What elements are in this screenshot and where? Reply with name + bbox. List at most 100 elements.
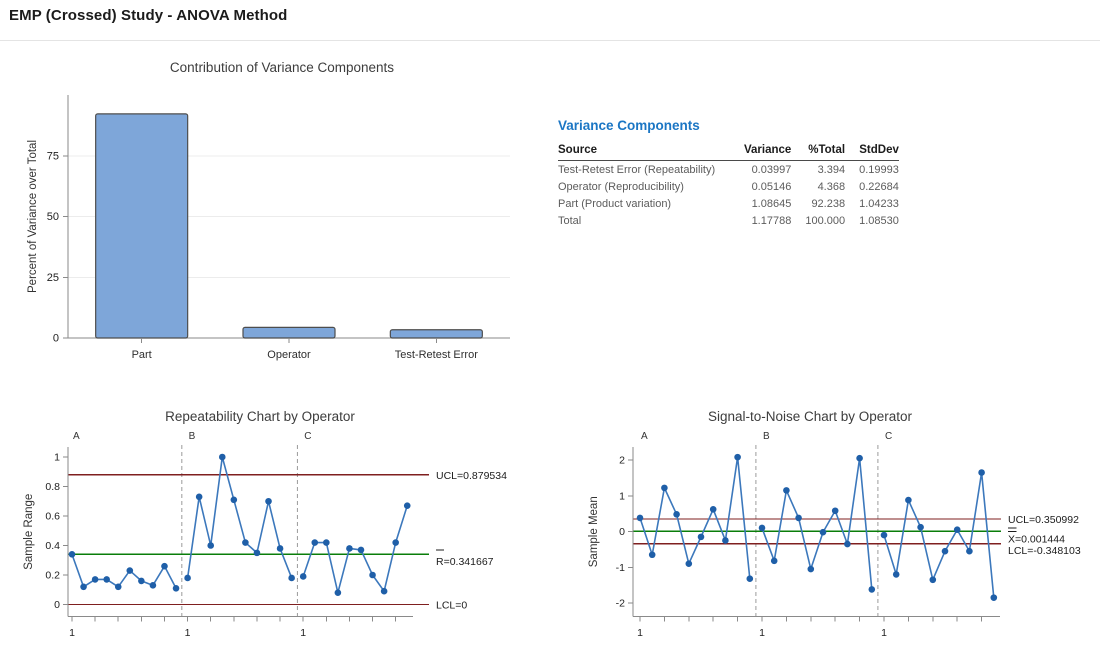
group-label: B — [763, 431, 770, 442]
ucl-label: UCL=0.350992 — [1008, 514, 1079, 526]
series-line-B — [186, 456, 293, 579]
data-point — [953, 526, 961, 534]
table-cell: 100.000 — [805, 215, 846, 227]
data-point — [892, 571, 900, 578]
data-point — [758, 524, 766, 532]
y-axis-title: Sample Range — [23, 494, 35, 570]
page-title: EMP (Crossed) Study - ANOVA Method — [9, 7, 288, 24]
table-header: Source Variance %Total StdDev — [558, 143, 899, 161]
y-tick-label: 0.6 — [45, 511, 60, 523]
data-point — [685, 560, 693, 567]
data-point — [207, 542, 215, 549]
data-point — [346, 545, 353, 552]
category-label: Part — [132, 349, 152, 361]
table-cell: 4.368 — [817, 181, 846, 193]
table-cell: Part (Product variation) — [558, 198, 672, 210]
table-cell: 92.238 — [811, 198, 846, 210]
repeatability-chart: Repeatability Chart by Operator A B C UCL=0.… — [23, 409, 507, 639]
data-point — [138, 577, 145, 585]
data-point — [323, 539, 330, 546]
table-cell: 0.05146 — [751, 181, 792, 193]
data-point — [795, 514, 802, 522]
data-point — [722, 537, 729, 544]
y-tick-label: 0 — [619, 526, 625, 538]
series-line-A — [639, 456, 751, 579]
bar-test-retest-error — [389, 329, 483, 339]
data-point — [734, 453, 741, 461]
table-cell: 1.17788 — [751, 215, 792, 227]
chart-title: Repeatability Chart by Operator — [165, 409, 355, 424]
data-point — [831, 507, 839, 515]
data-point — [673, 511, 680, 518]
x-tick-label: 1 — [637, 627, 643, 639]
data-point — [819, 528, 827, 536]
data-point — [844, 540, 851, 548]
data-point — [403, 502, 411, 509]
variance-components-title: Variance Components — [558, 118, 700, 133]
data-point — [636, 514, 644, 522]
data-point — [149, 582, 157, 589]
table-cell: 0.22684 — [859, 181, 899, 193]
data-point — [184, 574, 191, 582]
bar-part — [95, 113, 189, 339]
group-label: B — [189, 431, 196, 442]
data-point — [856, 454, 863, 462]
center-label: X=0.001444 — [1008, 533, 1065, 545]
data-point — [868, 586, 876, 593]
chart-title: Signal-to-Noise Chart by Operator — [708, 409, 913, 424]
data-point — [807, 565, 815, 573]
table-cell: 0.19993 — [859, 164, 899, 176]
data-point — [770, 557, 778, 565]
variance-components-table: Source Variance %Total StdDev Test-Retest E… — [558, 143, 899, 229]
x-tick-label: 1 — [300, 627, 306, 639]
data-point — [661, 484, 668, 492]
table-cell: 3.394 — [817, 164, 846, 176]
data-point — [242, 539, 249, 546]
column-header: Source — [558, 143, 730, 161]
x-tick-label: 1 — [69, 627, 75, 639]
y-tick-label: 0 — [54, 599, 60, 611]
y-axis-title: Sample Mean — [588, 496, 600, 567]
data-point — [172, 584, 180, 592]
title-divider — [0, 40, 1100, 41]
data-point — [917, 523, 924, 531]
bar-operator — [242, 326, 336, 339]
data-point — [990, 594, 998, 601]
data-point — [91, 576, 99, 583]
data-point — [195, 493, 203, 501]
data-point — [253, 549, 261, 557]
data-point — [941, 547, 949, 555]
table-cell: 1.08645 — [751, 198, 792, 210]
y-axis-title: Percent of Variance over Total — [27, 140, 39, 293]
table-cell: Total — [558, 215, 582, 227]
group-label: A — [73, 431, 80, 442]
y-tick-label: 1 — [619, 490, 625, 502]
data-point — [978, 469, 985, 476]
x-tick-label: 1 — [185, 627, 191, 639]
table-cell: 1.04233 — [859, 198, 899, 210]
data-point — [905, 496, 912, 504]
data-point — [299, 573, 307, 580]
series-line-B — [761, 457, 873, 590]
table-row: Operator (Reproducibility) 0.05146 4.368 0.… — [558, 178, 899, 195]
group-label: A — [641, 431, 648, 442]
y-tick-label: 25 — [47, 272, 59, 284]
group-label: C — [885, 431, 892, 442]
table-cell: 0.03997 — [751, 164, 792, 176]
y-tick-label: 0.8 — [45, 481, 60, 493]
y-tick-label: 75 — [47, 150, 59, 162]
data-point — [80, 583, 87, 591]
data-point — [126, 567, 134, 574]
table-cell: 1.08530 — [859, 215, 899, 227]
data-point — [265, 497, 272, 505]
ucl-label: UCL=0.879534 — [436, 470, 507, 482]
table-body: Test-Retest Error (Repeatability) 0.03997… — [558, 161, 899, 230]
column-header: %Total — [791, 143, 846, 161]
data-point — [334, 589, 342, 596]
table-row: Total 1.17788 100.000 1.08530 — [558, 212, 899, 229]
data-point — [161, 562, 168, 570]
chart-title: Contribution of Variance Components — [170, 60, 394, 75]
column-header: StdDev — [845, 143, 899, 161]
center-label: R=0.341667 — [436, 556, 494, 568]
table-cell: Test-Retest Error (Repeatability) — [558, 164, 716, 176]
